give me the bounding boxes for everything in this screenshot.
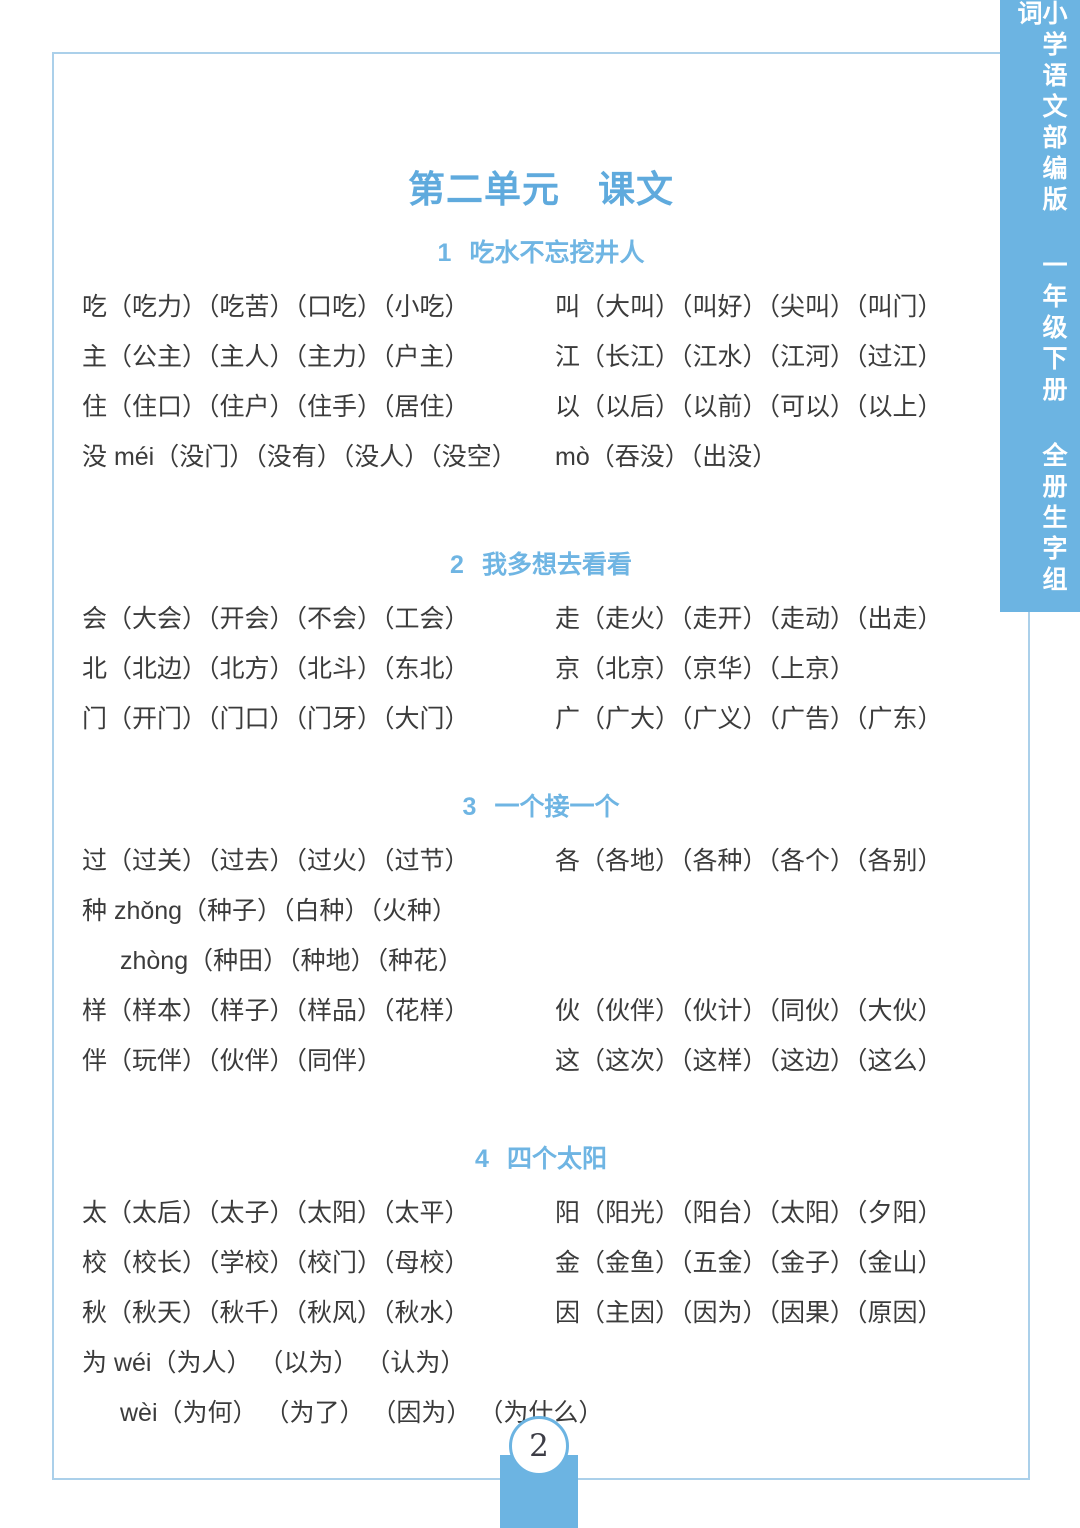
word-row-left: 吃（吃力）（吃苦）（口吃）（小吃） — [82, 293, 470, 321]
word-row-left: 住（住口）（住户）（住手）（居住） — [82, 393, 470, 421]
sidebar-label-book: 全册生字组词 — [1014, 0, 1067, 597]
word-row: 为 wéi（为人） （以为） （认为） — [82, 1336, 1000, 1386]
section-heading: 4 四个太阳 — [82, 1144, 1000, 1174]
word-row: 太（太后）（太子）（太阳）（太平） 阳（阳光）（阳台）（太阳）（夕阳） — [82, 1186, 1000, 1236]
word-row-left: wèi（为何） （为了） （因为） （为什么） — [120, 1399, 604, 1427]
word-row-left: 样（样本）（样子）（样品）（花样） — [82, 997, 470, 1025]
word-row: 会（大会）（开会）（不会）（工会） 走（走火）（走开）（走动）（出走） — [82, 592, 1000, 642]
word-row-right: 这（这次）（这样）（这边）（这么） — [555, 1047, 943, 1075]
word-row: 北（北边）（北方）（北斗）（东北） 京（北京）（京华）（上京） — [82, 642, 1000, 692]
word-row-right: 各（各地）（各种）（各个）（各别） — [555, 847, 943, 875]
word-row-left: 主（公主）（主人）（主力）（户主） — [82, 343, 470, 371]
section-number: 3 — [462, 793, 477, 821]
section-title: 一个接一个 — [494, 793, 620, 821]
section-lesson-3: 3 一个接一个 过（过关）（过去）（过火）（过节） 各（各地）（各种）（各个）（各… — [82, 792, 1000, 1084]
word-row: 过（过关）（过去）（过火）（过节） 各（各地）（各种）（各个）（各别） — [82, 834, 1000, 884]
word-rows: 会（大会）（开会）（不会）（工会） 走（走火）（走开）（走动）（出走） 北（北边… — [82, 592, 1000, 742]
word-row: zhòng（种田）（种地）（种花） — [82, 934, 1000, 984]
word-row: 吃（吃力）（吃苦）（口吃）（小吃） 叫（大叫）（叫好）（尖叫）（叫门） — [82, 280, 1000, 330]
word-rows: 过（过关）（过去）（过火）（过节） 各（各地）（各种）（各个）（各别） 种 zh… — [82, 834, 1000, 1084]
word-row-left: 北（北边）（北方）（北斗）（东北） — [82, 655, 470, 683]
word-row-left: 门（开门）（门口）（门牙）（大门） — [82, 705, 470, 733]
word-row-right: 叫（大叫）（叫好）（尖叫）（叫门） — [555, 293, 943, 321]
section-title: 吃水不忘挖井人 — [469, 239, 645, 267]
word-rows: 吃（吃力）（吃苦）（口吃）（小吃） 叫（大叫）（叫好）（尖叫）（叫门） 主（公主… — [82, 280, 1000, 480]
word-row-right: 伙（伙伴）（伙计）（同伙）（大伙） — [555, 997, 943, 1025]
word-row-right: mò（吞没）（出没） — [555, 443, 778, 471]
word-row-left: 过（过关）（过去）（过火）（过节） — [82, 847, 470, 875]
word-row-right: 阳（阳光）（阳台）（太阳）（夕阳） — [555, 1199, 943, 1227]
word-row: 校（校长）（学校）（校门）（母校） 金（金鱼）（五金）（金子）（金山） — [82, 1236, 1000, 1286]
word-row: 秋（秋天）（秋千）（秋风）（秋水） 因（主因）（因为）（因果）（原因） — [82, 1286, 1000, 1336]
word-row: 样（样本）（样子）（样品）（花样） 伙（伙伴）（伙计）（同伙）（大伙） — [82, 984, 1000, 1034]
section-number: 2 — [450, 551, 464, 579]
sidebar-label-edition: 小学语文部编版 — [1039, 0, 1067, 217]
word-row-left: zhòng（种田）（种地）（种花） — [120, 947, 464, 975]
section-number: 1 — [437, 239, 452, 267]
word-row-right: 金（金鱼）（五金）（金子）（金山） — [555, 1249, 943, 1277]
sidebar-label-grade: 一年级下册 — [1039, 251, 1067, 407]
section-lesson-2: 2 我多想去看看 会（大会）（开会）（不会）（工会） 走（走火）（走开）（走动）（… — [82, 550, 1000, 742]
word-row: 主（公主）（主人）（主力）（户主） 江（长江）（江水）（江河）（过江） — [82, 330, 1000, 380]
word-row-left: 秋（秋天）（秋千）（秋风）（秋水） — [82, 1299, 470, 1327]
word-row: 伴（玩伴）（伙伴）（同伴） 这（这次）（这样）（这边）（这么） — [82, 1034, 1000, 1084]
word-row-right: 以（以后）（以前）（可以）（以上） — [555, 393, 943, 421]
page-number: 2 — [529, 1428, 549, 1464]
word-row-left: 校（校长）（学校）（校门）（母校） — [82, 1249, 470, 1277]
word-row: 没 méi（没门）（没有）（没人）（没空） mò（吞没）（出没） — [82, 430, 1000, 480]
word-row-left: 太（太后）（太子）（太阳）（太平） — [82, 1199, 470, 1227]
word-row-right: 走（走火）（走开）（走动）（出走） — [555, 605, 943, 633]
page-content: 第二单元 课文 1 吃水不忘挖井人 吃（吃力）（吃苦）（口吃）（小吃） 叫（大叫）… — [82, 52, 1000, 1436]
word-row-left: 伴（玩伴）（伙伴）（同伴） — [82, 1047, 383, 1075]
word-row-right: 江（长江）（江水）（江河）（过江） — [555, 343, 943, 371]
word-row-right: 京（北京）（京华）（上京） — [555, 655, 856, 683]
word-rows: 太（太后）（太子）（太阳）（太平） 阳（阳光）（阳台）（太阳）（夕阳） 校（校长… — [82, 1186, 1000, 1436]
section-heading: 1 吃水不忘挖井人 — [82, 238, 1000, 268]
word-row-left: 没 méi（没门）（没有）（没人）（没空） — [82, 443, 517, 471]
unit-title: 第二单元 课文 — [408, 169, 674, 210]
sidebar-vertical-text: 小学语文部编版 一年级下册 全册生字组词 — [1014, 0, 1067, 612]
word-row: 住（住口）（住户）（住手）（居住） 以（以后）（以前）（可以）（以上） — [82, 380, 1000, 430]
section-heading: 3 一个接一个 — [82, 792, 1000, 822]
section-title: 我多想去看看 — [481, 551, 632, 579]
section-number: 4 — [475, 1145, 489, 1173]
word-row-left: 为 wéi（为人） （以为） （认为） — [82, 1349, 466, 1377]
word-row-right: 广（广大）（广义）（广告）（广东） — [555, 705, 943, 733]
section-lesson-1: 1 吃水不忘挖井人 吃（吃力）（吃苦）（口吃）（小吃） 叫（大叫）（叫好）（尖叫）… — [82, 238, 1000, 480]
section-title: 四个太阳 — [506, 1145, 607, 1173]
word-row: 种 zhǒng（种子）（白种）（火种） — [82, 884, 1000, 934]
sidebar-banner: 小学语文部编版 一年级下册 全册生字组词 — [1000, 0, 1080, 612]
page-number-circle: 2 — [509, 1416, 569, 1476]
section-heading: 2 我多想去看看 — [82, 550, 1000, 580]
word-row-right: 因（主因）（因为）（因果）（原因） — [555, 1299, 943, 1327]
word-row-left: 会（大会）（开会）（不会）（工会） — [82, 605, 470, 633]
word-row-left: 种 zhǒng（种子）（白种）（火种） — [82, 897, 458, 925]
word-row: 门（开门）（门口）（门牙）（大门） 广（广大）（广义）（广告）（广东） — [82, 692, 1000, 742]
section-lesson-4: 4 四个太阳 太（太后）（太子）（太阳）（太平） 阳（阳光）（阳台）（太阳）（夕阳… — [82, 1144, 1000, 1436]
